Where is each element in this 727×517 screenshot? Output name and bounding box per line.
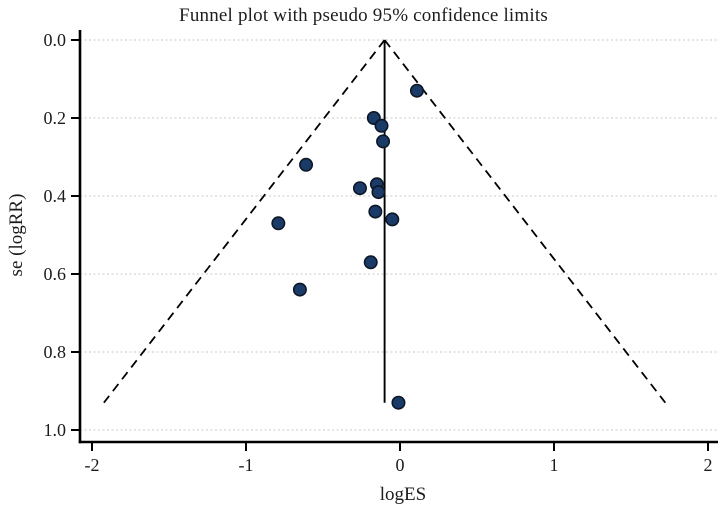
x-tick-label: -2 bbox=[85, 455, 100, 475]
data-point bbox=[368, 204, 383, 219]
y-tick-label: 0.0 bbox=[44, 30, 67, 50]
chart-title: Funnel plot with pseudo 95% confidence l… bbox=[179, 5, 548, 26]
y-axis-title: se (logRR) bbox=[6, 193, 27, 277]
data-point bbox=[292, 282, 307, 297]
data-point bbox=[409, 83, 424, 98]
x-axis-title: logES bbox=[379, 484, 427, 505]
x-tick-label: 2 bbox=[704, 455, 713, 475]
y-tick-label: 0.4 bbox=[44, 186, 67, 206]
x-tick-label: -1 bbox=[239, 455, 254, 475]
data-point bbox=[352, 181, 367, 196]
data-point bbox=[376, 134, 391, 149]
y-tick-label: 0.6 bbox=[44, 264, 67, 284]
x-tick-label: 0 bbox=[396, 455, 405, 475]
y-tick-label: 0.2 bbox=[44, 108, 67, 128]
data-point bbox=[374, 118, 389, 133]
data-point bbox=[391, 395, 406, 410]
data-point bbox=[299, 157, 314, 172]
y-tick-label: 1.0 bbox=[44, 420, 67, 440]
funnel-right-ci-line bbox=[383, 39, 667, 404]
data-point bbox=[271, 216, 286, 231]
x-tick-label: 1 bbox=[550, 455, 559, 475]
funnel-left-ci-line bbox=[103, 39, 386, 404]
data-point bbox=[363, 255, 378, 270]
y-tick-label: 0.8 bbox=[44, 342, 67, 362]
data-point bbox=[371, 185, 386, 200]
data-point bbox=[385, 212, 400, 227]
